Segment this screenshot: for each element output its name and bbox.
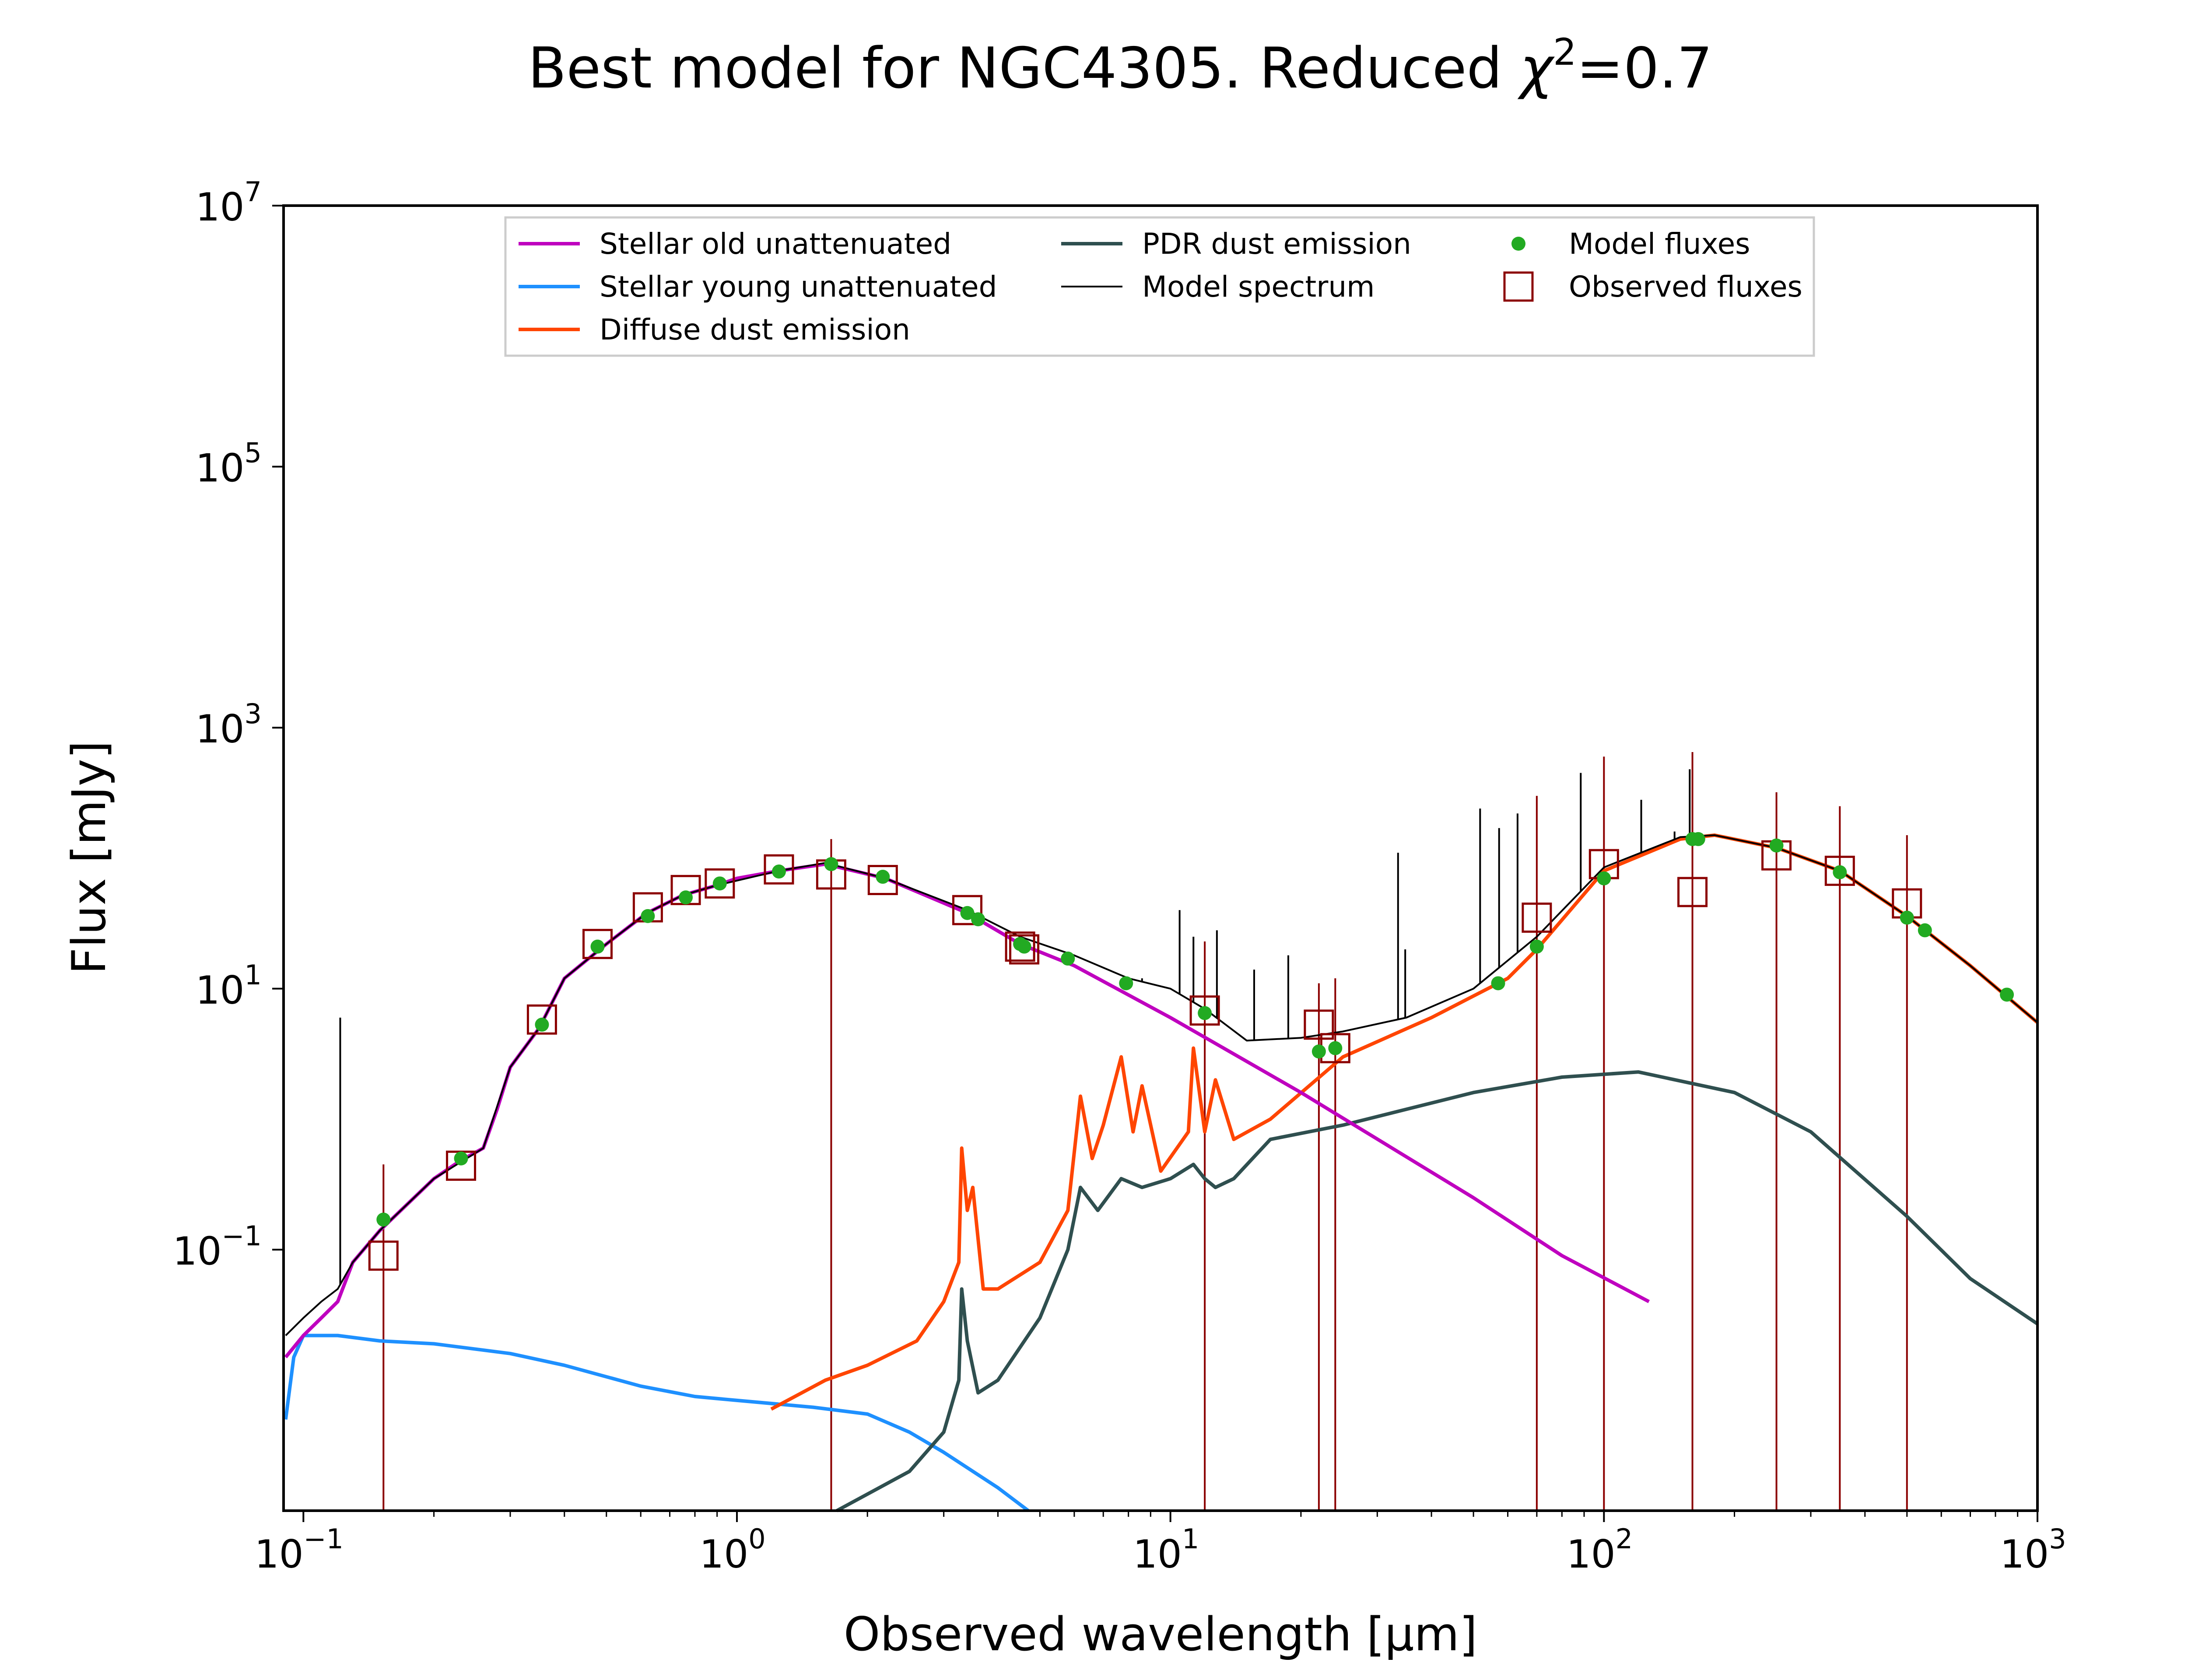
x-tick-label-4: 103 [2000,1523,2066,1577]
x-tick-label-1: 100 [699,1523,765,1577]
model-flux-point-28 [2000,987,2014,1002]
observed-flux-point-13 [1189,995,1220,1026]
observed-flux-point-16 [1522,903,1552,933]
model-flux-point-23 [1691,832,1705,846]
series-line-diffuse-dust-emission [770,833,2039,1411]
model-flux-point-3 [590,939,605,954]
model-flux-point-0 [376,1212,391,1227]
model-flux-point-2 [535,1018,549,1032]
y-tick-label-4: 107 [196,176,262,230]
model-flux-point-14 [1061,952,1075,966]
observed-flux-point-6 [705,868,735,899]
model-flux-point-26 [1900,910,1914,925]
model-flux-point-10 [960,906,975,920]
observed-flux-point-20 [1824,855,1855,886]
model-flux-point-17 [1311,1044,1326,1059]
legend-box [504,216,1815,357]
model-flux-point-7 [772,864,786,879]
legend-label-model-fluxes: Model fluxes [1569,227,1750,261]
model-flux-point-20 [1529,939,1544,954]
model-flux-point-5 [679,890,693,905]
x-tick-label-3: 102 [1567,1523,1633,1577]
model-flux-point-24 [1769,838,1784,853]
legend-label-model-spectrum: Model spectrum [1142,270,1375,304]
legend-label-stellar-young-unattenuated: Stellar young unattenuated [600,270,997,304]
x-axis-label: Observed wavelength [μm] [844,1607,1477,1661]
model-flux-point-15 [1119,976,1133,990]
observed-flux-point-3 [582,929,613,959]
model-flux-point-9 [876,870,890,884]
model-flux-point-27 [1918,923,1932,938]
series-line-stellar-young-unattenuated [284,1334,1030,1512]
x-tick-label-2: 101 [1133,1523,1199,1577]
legend-label-stellar-old-unattenuated: Stellar old unattenuated [600,227,951,261]
observed-flux-point-2 [526,1004,557,1035]
observed-flux-point-7 [764,854,794,885]
plot-frame [282,204,2039,1512]
observed-flux-point-0 [368,1240,399,1271]
legend-swatch-observed-fluxes [1503,271,1534,302]
series-line-pdr-dust-emission [836,1070,2039,1512]
model-flux-point-21 [1597,871,1611,886]
y-tick-label-2: 103 [196,698,262,752]
plot-area [284,752,2039,1512]
observed-flux-point-9 [867,864,898,895]
model-flux-point-11 [971,912,985,927]
y-tick-label-3: 105 [196,437,262,491]
model-flux-point-8 [824,857,838,872]
observed-flux-point-10 [952,895,983,925]
legend-label-pdr-dust-emission: PDR dust emission [1142,227,1411,261]
chart-legend: Stellar old unattenuated Stellar young un… [504,216,1815,357]
model-flux-point-25 [1833,865,1847,879]
model-flux-point-6 [712,876,727,891]
y-tick-label-1: 101 [196,959,262,1013]
model-flux-point-1 [454,1151,468,1166]
observed-flux-point-14 [1304,1009,1334,1040]
legend-swatch-model-fluxes [1511,237,1525,251]
y-tick-label-0: 10−1 [173,1220,262,1274]
observed-flux-point-18 [1677,877,1708,907]
legend-label-observed-fluxes: Observed fluxes [1569,270,1802,304]
observed-flux-point-12 [1009,934,1040,965]
chart-title: Best model for NGC4305. Reduced χ2=0.7 [528,31,1713,101]
model-flux-point-16 [1198,1006,1212,1020]
model-flux-point-13 [1017,939,1031,954]
model-flux-point-19 [1491,976,1505,990]
series-line-model-spectrum [285,834,2038,1337]
observed-flux-point-11 [1005,931,1035,962]
y-axis-label: Flux [mJy] [62,741,116,974]
legend-label-diffuse-dust-emission: Diffuse dust emission [600,313,910,346]
x-tick-label-0: 10−1 [255,1523,344,1577]
model-flux-point-4 [641,909,655,923]
model-flux-point-18 [1328,1041,1343,1055]
